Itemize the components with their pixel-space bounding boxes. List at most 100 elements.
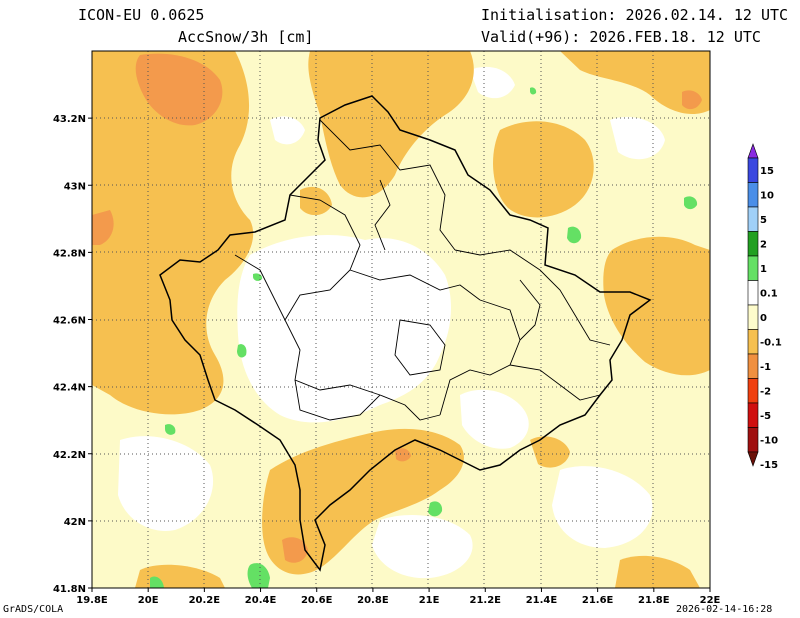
lon-tick-label: 21.2E [470,595,502,606]
colorbar-swatch [747,231,759,257]
colorbar-label: 2 [760,240,767,251]
colorbar-swatch [747,182,759,208]
boundary-north [319,119,456,251]
parameter-title: AccSnow/3h [cm] [178,28,314,46]
green-patch-5 [237,344,247,358]
boundary-west [234,254,381,396]
colorbar-label: 0 [760,313,767,324]
colorbar-swatch [747,157,759,183]
orange-region-ne-mid [493,121,594,218]
lon-tick-label: 21.6E [582,595,614,606]
colorbar-swatch [747,427,759,453]
colorbar-label: 1 [760,264,767,275]
colorbar-swatch [747,255,759,281]
lat-tick-label: 43N [64,181,86,192]
white-region-southeast [552,466,653,548]
lon-tick-label: 22E [700,595,721,606]
boundary-center [349,269,481,301]
white-region-east [460,389,529,449]
green-patch-3 [567,226,582,244]
orange-region-south [262,428,464,575]
lon-tick-label: 20E [138,595,159,606]
colorbar-label: -10 [760,436,778,447]
boundary-southeast [509,364,601,401]
colorbar-swatch [747,329,759,355]
white-region-southwest [118,436,214,531]
colorbar-label: -2 [760,387,771,398]
lon-axis: 19.8E 20E 20.2E 20.4E 20.6E 20.8E 21E 21.2E 21.4… [76,588,721,606]
dark-orange-patch-s2 [395,448,411,462]
colorbar-swatch [747,353,759,379]
lon-tick-label: 21E [419,595,440,606]
dark-orange-patch-w [92,210,114,245]
lon-tick-label: 19.8E [76,595,108,606]
country-outline [159,95,652,572]
lon-tick-label: 20.6E [301,595,333,606]
dark-orange-patch-ne [682,90,702,110]
boundary-inner1 [374,179,391,251]
green-patch-8 [150,576,164,588]
colorbar-bottom-arrow [747,451,759,467]
lat-axis: 41.8N 42N 42.2N 42.4N 42.6N 42.8N 43N 43.2N [53,114,92,595]
colorbar-label: 5 [760,215,767,226]
white-region-northwest [270,116,305,145]
lat-tick-label: 42.2N [53,450,86,461]
lat-tick-label: 42.8N [53,248,86,259]
orange-region-northeast [560,51,710,115]
green-patch-1 [247,563,270,588]
colorbar: 15 10 5 2 1 0.1 0 -0.1 -1 -2 -5 -10 -15 [747,143,782,471]
orange-region-west [92,51,254,415]
valid-time: Valid(+96): 2026.FEB.18. 12 UTC [481,28,761,46]
dark-orange-patch-s [282,537,308,563]
lon-tick-label: 20.4E [245,595,277,606]
colorbar-label: -5 [760,411,771,422]
white-region-east2 [610,116,665,160]
white-region-north [470,66,515,99]
green-patch-4 [684,196,698,210]
colorbar-swatch [747,280,759,306]
colorbar-swatch [747,304,759,330]
lon-tick-label: 21.4E [526,595,558,606]
lat-tick-label: 42.4N [53,383,86,394]
lon-tick-label: 21.8E [638,595,670,606]
boundary-inner2 [394,319,446,376]
colorbar-label: 10 [760,191,774,202]
lon-tick-label: 20.8E [357,595,389,606]
boundary-east [454,249,611,346]
colorbar-top-arrow [747,143,759,159]
credit-label: GrADS/COLA [3,604,64,615]
green-patch-9 [530,87,537,95]
orange-region-bottom-east [615,555,700,588]
green-patch-2 [428,501,443,517]
lon-tick-label: 20.2E [189,595,221,606]
lat-tick-label: 42N [64,517,86,528]
orange-region-east [603,236,710,376]
boundary-inner3 [519,279,541,341]
lat-tick-label: 43.2N [53,114,86,125]
model-title: ICON-EU 0.0625 [78,6,205,24]
orange-region-southeast [530,436,570,468]
colorbar-label: -15 [760,460,778,471]
colorbar-label: 0.1 [760,289,778,300]
colorbar-label: 15 [760,166,774,177]
boundary-east2 [439,299,521,416]
lat-tick-label: 42.6N [53,316,86,327]
initialisation-time: Initialisation: 2026.02.14. 12 UTC [481,6,789,24]
admin-boundaries [234,119,611,421]
lat-tick-label: 41.8N [53,584,86,595]
colorbar-swatch [747,402,759,428]
white-region-south [372,515,473,579]
boundary-northwest [284,194,361,321]
colorbar-swatch [747,378,759,404]
orange-region-nw-small [300,186,332,216]
colorbar-swatch [747,206,759,232]
colorbar-label: -0.1 [760,338,782,349]
timestamp-label: 2026-02-14-16:28 [676,604,773,615]
colorbar-label: -1 [760,362,771,373]
white-region-central [237,235,452,423]
orange-region-north [308,51,474,198]
green-patch-6 [165,424,176,435]
boundary-south [294,379,441,421]
dark-orange-patch-nw [135,53,223,126]
